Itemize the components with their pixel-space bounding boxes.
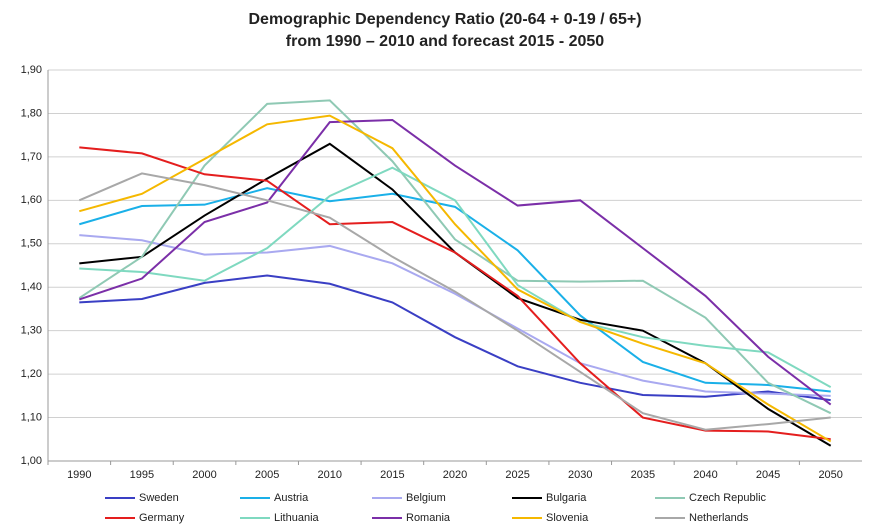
y-tick-label: 1,40 xyxy=(21,281,42,293)
x-tick-label: 2000 xyxy=(192,469,216,481)
x-tick-label: 2050 xyxy=(818,469,842,481)
legend-label: Czech Republic xyxy=(689,492,767,504)
chart-subtitle: from 1990 – 2010 and forecast 2015 - 205… xyxy=(286,33,605,50)
y-tick-label: 1,80 xyxy=(21,107,42,119)
x-tick-label: 2020 xyxy=(443,469,467,481)
y-tick-label: 1,20 xyxy=(21,368,42,380)
y-tick-label: 1,70 xyxy=(21,151,42,163)
series-line xyxy=(79,166,832,389)
series-line xyxy=(79,114,832,443)
y-tick-label: 1,30 xyxy=(21,325,42,337)
series-line xyxy=(79,274,831,402)
series-line xyxy=(78,118,832,406)
y-tick-label: 1,10 xyxy=(21,411,42,423)
x-tick-label: 1995 xyxy=(130,469,154,481)
y-tick-label: 1,00 xyxy=(21,455,42,467)
x-tick-label: 1990 xyxy=(67,469,91,481)
legend-label: Lithuania xyxy=(274,512,320,524)
y-tick-label: 1,60 xyxy=(21,194,42,206)
x-tick-label: 2010 xyxy=(318,469,342,481)
x-tick-label: 2030 xyxy=(568,469,592,481)
legend-label: Germany xyxy=(139,512,185,524)
legend-label: Bulgaria xyxy=(546,492,587,504)
y-tick-label: 1,90 xyxy=(21,64,42,76)
chart-title: Demographic Dependency Ratio (20-64 + 0-… xyxy=(248,11,641,28)
legend-label: Slovenia xyxy=(546,512,589,524)
x-tick-label: 2025 xyxy=(505,469,529,481)
legend-label: Sweden xyxy=(139,492,179,504)
series-line xyxy=(79,187,831,393)
x-tick-label: 2045 xyxy=(756,469,780,481)
x-tick-label: 2035 xyxy=(631,469,655,481)
series-line xyxy=(79,234,831,397)
legend-label: Austria xyxy=(274,492,309,504)
x-tick-label: 2005 xyxy=(255,469,279,481)
y-tick-label: 1,50 xyxy=(21,238,42,250)
x-tick-label: 2040 xyxy=(693,469,717,481)
legend-label: Netherlands xyxy=(689,512,749,524)
legend-label: Romania xyxy=(406,512,451,524)
series-line xyxy=(78,99,832,415)
legend-label: Belgium xyxy=(406,492,446,504)
x-tick-label: 2015 xyxy=(380,469,404,481)
series-line xyxy=(78,172,831,431)
